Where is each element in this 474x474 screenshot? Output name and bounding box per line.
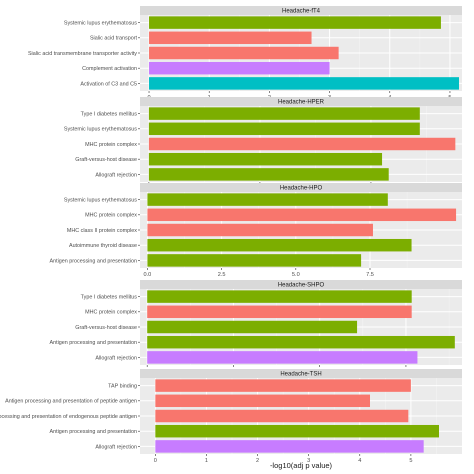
category-label: Allograft rejection (95, 444, 137, 450)
category-label: Antigen processing and presentation of e… (0, 414, 137, 420)
category-label: Antigen processing and presentation of p… (5, 399, 137, 405)
bar (148, 152, 383, 166)
bar (148, 168, 389, 181)
bar (147, 320, 358, 334)
x-tick-label: 0 (154, 458, 157, 464)
bar (148, 107, 420, 120)
facet-title: Headache-HPO (280, 186, 323, 192)
bar (147, 223, 373, 237)
bar (147, 238, 412, 252)
facet-panel-2: Headache-HPER0510Type I diabetes mellitu… (64, 97, 462, 192)
category-label: Allograft rejection (95, 355, 137, 361)
facet-title: Headache-TSH (280, 372, 321, 378)
x-tick-label: 4 (358, 458, 361, 464)
x-tick-label: 1 (205, 458, 208, 464)
category-label: Sialic acid transport (90, 36, 138, 42)
bar (147, 193, 388, 206)
category-label: MHC protein complex (85, 142, 137, 148)
category-label: Autoimmune thyroid disease (69, 243, 137, 249)
category-label: Type I diabetes mellitus (81, 295, 138, 301)
bar (155, 379, 411, 392)
category-label: Systemic lupus erythematosus (64, 21, 137, 27)
bar (149, 31, 312, 45)
facet-panel-4: Headache-SHPO0369Type I diabetes mellitu… (49, 280, 462, 375)
bar (147, 208, 457, 222)
facet-strip (140, 280, 462, 289)
category-label: Complement activation (82, 66, 137, 72)
category-label: MHC protein complex (85, 213, 137, 219)
category-label: Sialic acid transmembrane transporter ac… (28, 51, 137, 57)
category-label: Systemic lupus erythematosus (64, 127, 137, 133)
bar (155, 440, 424, 453)
bar (147, 305, 412, 319)
category-label: Type I diabetes mellitus (81, 112, 138, 118)
x-tick-label: 2.5 (218, 272, 226, 278)
category-label: Allograft rejection (95, 172, 137, 178)
facet-panel-1: Headache-fT4012345Systemic lupus erythem… (28, 6, 462, 101)
facet-title: Headache-SHPO (278, 283, 325, 289)
x-tick-label: 3 (307, 458, 310, 464)
bar (147, 351, 418, 364)
bar (149, 61, 330, 75)
facet-panel-5: Headache-TSH 0 1 2 3 4 5 TAP binding Antigen pro… (0, 369, 462, 464)
facet-strip (140, 183, 462, 192)
facet-strip (140, 6, 462, 15)
category-label: Antigen processing and presentation (49, 258, 137, 264)
bar (149, 46, 339, 60)
bar (148, 137, 456, 151)
category-label: Systemic lupus erythematosus (64, 198, 137, 204)
category-label: Graft-versus-host disease (75, 157, 137, 163)
category-label: TAP binding (108, 384, 137, 390)
bar (149, 77, 459, 90)
x-tick-label: 7.5 (366, 272, 374, 278)
x-tick-label: 2 (256, 458, 259, 464)
bar (155, 394, 370, 408)
category-label: MHC protein complex (85, 310, 137, 316)
bar (147, 290, 412, 303)
bar (147, 254, 362, 267)
x-tick-label: 5.0 (292, 272, 300, 278)
category-label: MHC class II protein complex (67, 228, 137, 234)
bar (155, 424, 440, 438)
category-label: Graft-versus-host disease (75, 325, 137, 331)
category-label: Activation of C3 and C5 (80, 81, 137, 87)
bar (147, 335, 455, 349)
facet-strip (140, 97, 462, 106)
category-label: Antigen processing and presentation (49, 340, 137, 346)
category-label: Antigen processing and presentation (49, 429, 137, 435)
bar (155, 409, 409, 423)
x-axis-title: -log10(adj p value) (270, 461, 333, 470)
bar (148, 122, 420, 136)
x-tick-label: 0.0 (144, 272, 152, 278)
bar (149, 16, 441, 29)
x-tick-label: 5 (409, 458, 412, 464)
facet-title: Headache-fT4 (282, 9, 321, 15)
facet-strip (140, 369, 462, 378)
facet-title: Headache-HPER (278, 100, 325, 106)
facet-panel-3: Headache-HPO 0.0 2.5 5.0 7.5 Systemic lupus e… (49, 183, 462, 278)
